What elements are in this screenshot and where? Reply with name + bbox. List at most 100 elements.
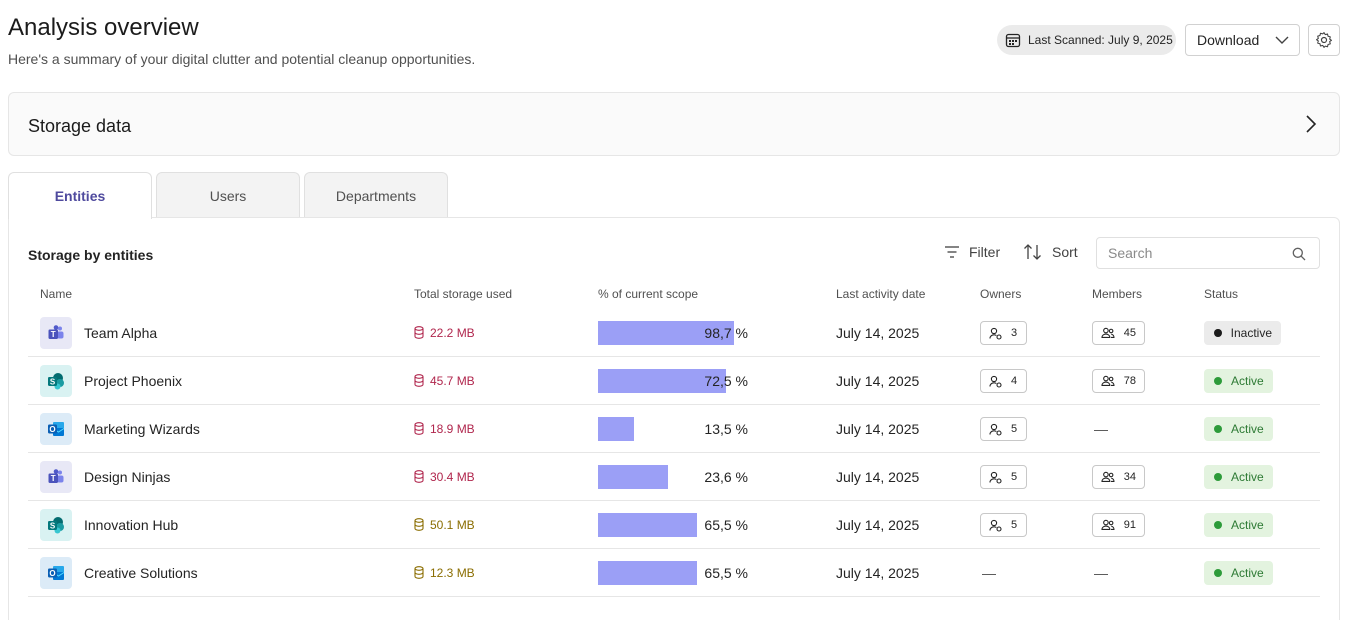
entity-name[interactable]: Innovation Hub bbox=[84, 516, 179, 533]
column-header-name[interactable]: Name bbox=[40, 287, 73, 301]
table-row[interactable]: O Creative Solutions 12.3 MB 65,5 % July 14,… bbox=[28, 549, 1320, 597]
search-input[interactable] bbox=[1108, 245, 1288, 261]
outlook-icon: O bbox=[40, 557, 72, 589]
storage-value: 45.7 MB bbox=[430, 373, 475, 388]
status-badge: Active bbox=[1204, 465, 1273, 489]
filter-button[interactable]: Filter bbox=[944, 244, 1000, 260]
database-icon bbox=[414, 422, 424, 435]
storage-value: 12.3 MB bbox=[430, 565, 475, 580]
section-title: Storage by entities bbox=[28, 247, 154, 263]
scope-bar-track bbox=[598, 417, 758, 441]
last-activity-date: July 14, 2025 bbox=[836, 516, 920, 533]
members-icon bbox=[1101, 471, 1115, 482]
scope-bar bbox=[598, 321, 734, 345]
sort-button[interactable]: Sort bbox=[1023, 243, 1078, 261]
owners-chip[interactable]: 5 bbox=[980, 417, 1027, 441]
entities-panel bbox=[8, 217, 1340, 620]
storage-data-card[interactable]: Storage data bbox=[8, 92, 1340, 156]
owners-chip[interactable]: 5 bbox=[980, 465, 1027, 489]
owners-chip[interactable]: 5 bbox=[980, 513, 1027, 537]
column-header-storage[interactable]: Total storage used bbox=[414, 287, 513, 301]
status-dot bbox=[1214, 521, 1222, 529]
table-row[interactable]: T Design Ninjas 30.4 MB 23,6 % July 14, 2025… bbox=[28, 453, 1320, 501]
column-header-members[interactable]: Members bbox=[1092, 287, 1143, 301]
column-header-owners[interactable]: Owners bbox=[980, 287, 1022, 301]
storage-used: 18.9 MB bbox=[414, 405, 475, 452]
owners-chip[interactable]: 4 bbox=[980, 369, 1027, 393]
database-icon bbox=[414, 326, 424, 339]
column-header-last-activity[interactable]: Last activity date bbox=[836, 287, 926, 301]
storage-used: 50.1 MB bbox=[414, 501, 475, 548]
scope-bar-track bbox=[598, 513, 758, 537]
scope-percent: 65,5 % bbox=[704, 564, 748, 581]
calendar-icon bbox=[1005, 33, 1021, 48]
members-icon bbox=[1101, 375, 1115, 386]
table-row[interactable]: O Marketing Wizards 18.9 MB 13,5 % July 14, … bbox=[28, 405, 1320, 453]
column-header-scope[interactable]: % of current scope bbox=[598, 287, 699, 301]
svg-text:S: S bbox=[50, 377, 56, 386]
status-label: Active bbox=[1231, 566, 1264, 580]
svg-text:T: T bbox=[51, 330, 56, 339]
storage-value: 22.2 MB bbox=[430, 325, 475, 340]
sort-icon bbox=[1024, 244, 1041, 260]
settings-button[interactable] bbox=[1308, 24, 1340, 56]
owner-icon bbox=[989, 519, 1002, 532]
search-box[interactable] bbox=[1096, 237, 1320, 269]
page-title: Analysis overview bbox=[8, 14, 199, 41]
sharepoint-icon: S bbox=[40, 365, 72, 397]
status-label: Active bbox=[1231, 422, 1264, 436]
teams-icon: T bbox=[40, 317, 72, 349]
status-badge: Active bbox=[1204, 513, 1273, 537]
owners-empty: — bbox=[982, 565, 996, 581]
members-chip[interactable]: 34 bbox=[1092, 465, 1145, 489]
entity-name[interactable]: Marketing Wizards bbox=[84, 420, 200, 437]
members-empty: — bbox=[1094, 565, 1108, 581]
owner-icon bbox=[989, 375, 1002, 388]
entity-name[interactable]: Creative Solutions bbox=[84, 564, 198, 581]
database-icon bbox=[414, 374, 424, 387]
column-header-status[interactable]: Status bbox=[1204, 287, 1239, 301]
owner-icon bbox=[989, 471, 1002, 484]
filter-icon bbox=[945, 246, 959, 258]
scope-bar bbox=[598, 561, 697, 585]
scope-bar-track bbox=[598, 561, 758, 585]
scope-bar-track bbox=[598, 465, 758, 489]
svg-text:O: O bbox=[49, 569, 55, 578]
status-badge: Active bbox=[1204, 417, 1273, 441]
last-activity-date: July 14, 2025 bbox=[836, 468, 920, 485]
table-row[interactable]: S Innovation Hub 50.1 MB 65,5 % July 14, 202… bbox=[28, 501, 1320, 549]
owner-icon bbox=[989, 327, 1002, 340]
table-row[interactable]: T Team Alpha 22.2 MB 98,7 % July 14, 2025 3 45… bbox=[28, 309, 1320, 357]
download-button[interactable]: Download bbox=[1185, 24, 1300, 56]
owners-count: 5 bbox=[1011, 471, 1018, 483]
page-subtitle: Here's a summary of your digital clutter… bbox=[8, 51, 476, 67]
last-scanned-text: Last Scanned: July 9, 2025 bbox=[1028, 33, 1173, 47]
entity-name[interactable]: Team Alpha bbox=[84, 324, 158, 341]
members-count: 91 bbox=[1123, 519, 1136, 531]
status-dot bbox=[1214, 377, 1222, 385]
members-icon bbox=[1101, 327, 1115, 338]
status-dot bbox=[1214, 425, 1222, 433]
tab-entities[interactable]: Entities bbox=[8, 172, 152, 219]
tab-users[interactable]: Users bbox=[156, 172, 300, 218]
status-label: Active bbox=[1231, 470, 1264, 484]
svg-text:S: S bbox=[50, 521, 56, 530]
storage-used: 30.4 MB bbox=[414, 453, 475, 500]
entity-name[interactable]: Design Ninjas bbox=[84, 468, 171, 485]
owners-count: 4 bbox=[1011, 375, 1018, 387]
tab-departments[interactable]: Departments bbox=[304, 172, 448, 218]
storage-value: 18.9 MB bbox=[430, 421, 475, 436]
members-chip[interactable]: 78 bbox=[1092, 369, 1145, 393]
search-icon[interactable] bbox=[1292, 247, 1306, 261]
status-badge: Active bbox=[1204, 561, 1273, 585]
chevron-right-icon bbox=[1306, 115, 1317, 133]
scope-bar bbox=[598, 465, 668, 489]
members-chip[interactable]: 45 bbox=[1092, 321, 1145, 345]
owners-count: 5 bbox=[1011, 423, 1018, 435]
storage-value: 30.4 MB bbox=[430, 469, 475, 484]
table-row[interactable]: S Project Phoenix 45.7 MB 72,5 % July 14, 20… bbox=[28, 357, 1320, 405]
status-dot bbox=[1214, 569, 1222, 577]
owners-chip[interactable]: 3 bbox=[980, 321, 1027, 345]
members-chip[interactable]: 91 bbox=[1092, 513, 1145, 537]
entity-name[interactable]: Project Phoenix bbox=[84, 372, 183, 389]
